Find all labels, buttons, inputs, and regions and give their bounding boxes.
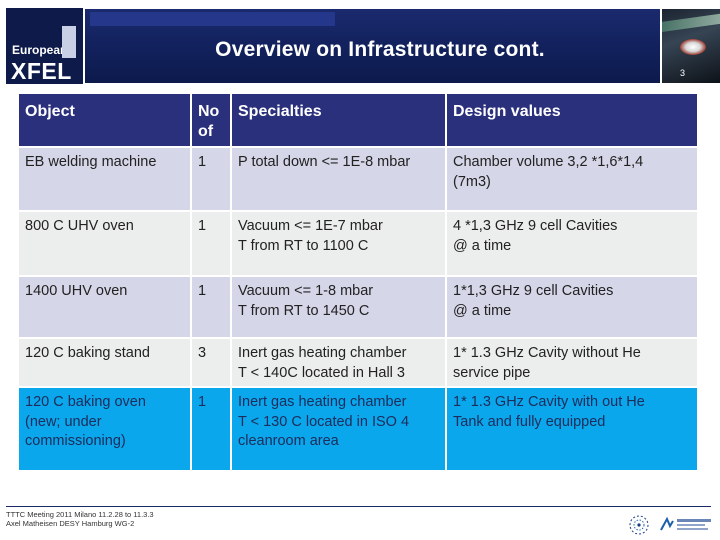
cell-object: 120 C baking oven (new; under commissionin… [19, 387, 192, 472]
cell-design: 1* 1.3 GHz Cavity with out He Tank and fu… [446, 387, 699, 472]
cell-object: EB welding machine [19, 147, 192, 212]
cell-count: 1 [191, 211, 232, 277]
cell-line: 1400 UHV oven [25, 283, 128, 299]
table-header-row: Object No of Specialties Design values [19, 94, 699, 148]
cell-line: Inert gas heating chamber [238, 345, 407, 361]
cell-count: 1 [191, 147, 232, 212]
cell-design: 1* 1.3 GHz Cavity without He service pipe [446, 338, 699, 388]
cell-line: 1* 1.3 GHz Cavity without He [453, 345, 641, 361]
dotted-circle-logo-icon [629, 515, 649, 535]
cell-line: T < 130 C located in ISO 4 [238, 413, 410, 430]
cell-specialties: Inert gas heating chamber T < 130 C locat… [231, 387, 447, 472]
photo-highlight [680, 39, 706, 55]
table-row: 1400 UHV oven 1 Vacuum <= 1-8 mbar T from… [19, 276, 699, 339]
cell-design: 4 *1,3 GHz 9 cell Cavities @ a time [446, 211, 699, 277]
partner-logo-icon [660, 516, 711, 531]
cell-count: 1 [191, 387, 232, 472]
table-row: 120 C baking stand 3 Inert gas heating c… [19, 338, 699, 388]
photo-streak [662, 10, 720, 34]
cell-design: Chamber volume 3,2 *1,6*1,4 (7m3) [446, 147, 699, 212]
page-number: 3 [680, 68, 686, 78]
column-header-no-of: No of [191, 94, 232, 148]
footer-author-line: Axel Matheisen DESY Hamburg WG-2 [6, 519, 135, 528]
cell-line: (new; under [25, 413, 102, 430]
cell-design: 1*1,3 GHz 9 cell Cavities @ a time [446, 276, 699, 339]
cell-line: 800 C UHV oven [25, 218, 134, 234]
cell-line: 120 C baking oven [25, 394, 146, 410]
table-row: 800 C UHV oven 1 Vacuum <= 1E-7 mbar T fr… [19, 211, 699, 277]
cell-count: 1 [191, 276, 232, 339]
cell-line: (7m3) [453, 173, 491, 190]
footer-meeting-line: TTTC Meeting 2011 Milano 11.2.28 to 11.3… [6, 510, 154, 519]
cell-line: T < 140C located in Hall 3 [238, 364, 405, 381]
logo-line1: European [12, 43, 68, 57]
table-row: 120 C baking oven (new; under commissionin… [19, 387, 699, 472]
cell-count: 3 [191, 338, 232, 388]
cell-specialties: P total down <= 1E-8 mbar [231, 147, 447, 212]
cell-line: Tank and fully equipped [453, 413, 606, 430]
cell-line: T from RT to 1100 C [238, 237, 369, 254]
footer-divider [6, 506, 711, 507]
cell-specialties: Vacuum <= 1-8 mbar T from RT to 1450 C [231, 276, 447, 339]
table-row: EB welding machine 1 P total down <= 1E-… [19, 147, 699, 212]
cell-line: commissioning) [25, 433, 126, 449]
column-header-object: Object [19, 94, 192, 148]
infrastructure-table: Object No of Specialties Design values E… [19, 94, 699, 472]
logo-line2: XFEL [11, 58, 72, 84]
cell-line: @ a time [453, 237, 512, 254]
european-xfel-logo: European XFEL [6, 8, 83, 84]
cell-line: Vacuum <= 1E-7 mbar [238, 218, 383, 234]
cell-object: 1400 UHV oven [19, 276, 192, 339]
cell-line: cleanroom area [238, 433, 339, 449]
slide-title: Overview on Infrastructure cont. [215, 38, 545, 61]
slide-header: European XFEL Overview on Infrastructure… [0, 0, 720, 86]
header-photo-image [662, 9, 720, 83]
cell-line: 4 *1,3 GHz 9 cell Cavities [453, 218, 618, 234]
cell-line: Chamber volume 3,2 *1,6*1,4 [453, 154, 644, 170]
cell-object: 120 C baking stand [19, 338, 192, 388]
column-header-design-values: Design values [446, 94, 699, 148]
cell-line: 1* 1.3 GHz Cavity with out He [453, 394, 645, 410]
cell-line: P total down <= 1E-8 mbar [238, 154, 411, 170]
cell-line: @ a time [453, 302, 512, 319]
cell-line: Vacuum <= 1-8 mbar [238, 283, 374, 299]
cell-line: service pipe [453, 364, 531, 381]
cell-specialties: Inert gas heating chamber T < 140C locate… [231, 338, 447, 388]
logo-accent-bar [62, 26, 76, 58]
cell-line: 1*1,3 GHz 9 cell Cavities [453, 283, 614, 299]
cell-line: 120 C baking stand [25, 345, 150, 361]
column-header-specialties: Specialties [231, 94, 447, 148]
cell-specialties: Vacuum <= 1E-7 mbar T from RT to 1100 C [231, 211, 447, 277]
cell-line: EB welding machine [25, 154, 157, 170]
cell-line: T from RT to 1450 C [238, 302, 370, 319]
cell-object: 800 C UHV oven [19, 211, 192, 277]
banner-strip [90, 12, 335, 26]
slide-footer: TTTC Meeting 2011 Milano 11.2.28 to 11.3… [6, 510, 154, 528]
cell-line: Inert gas heating chamber [238, 394, 407, 410]
